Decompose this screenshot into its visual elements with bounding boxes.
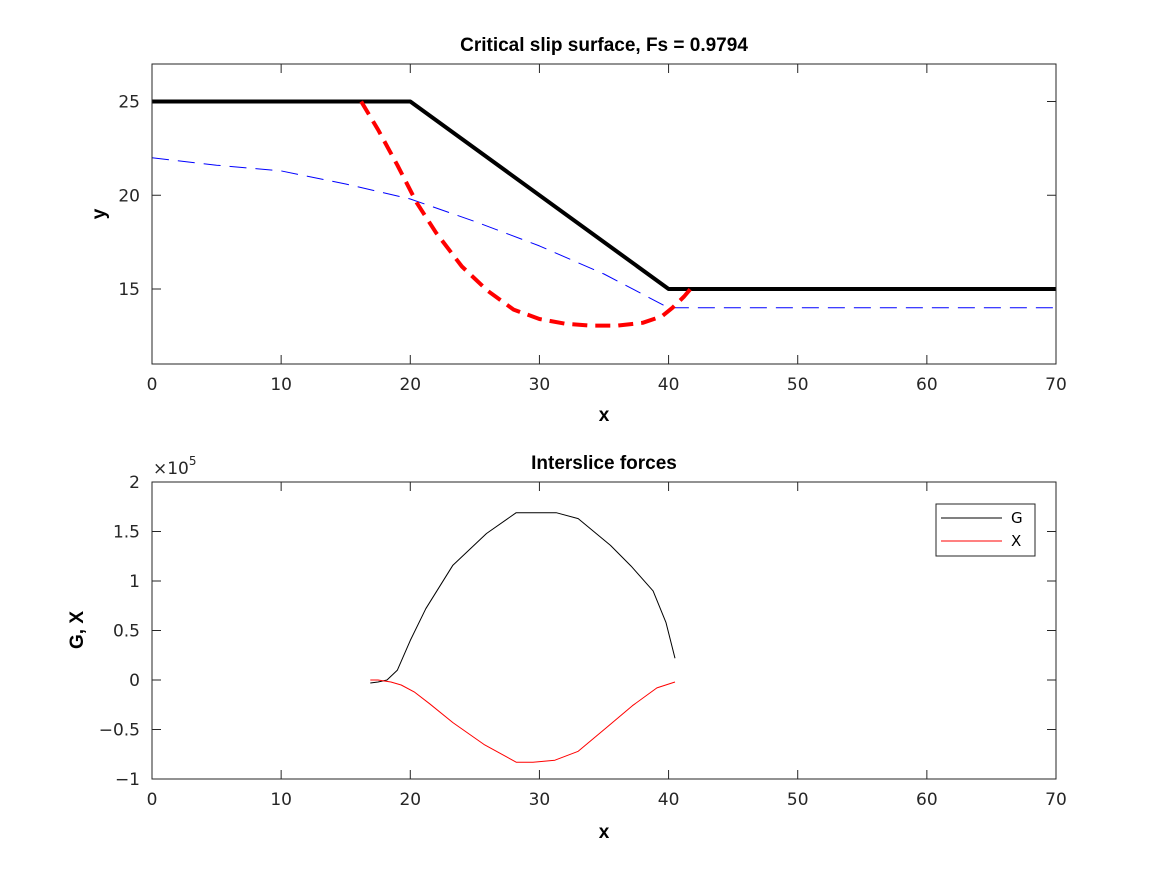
bottom-series xyxy=(370,512,676,763)
top-title: Critical slip surface, Fs = 0.9794 xyxy=(460,35,748,56)
series-g xyxy=(370,512,676,684)
axes-top-background xyxy=(152,64,1056,364)
bottom-xtick-label: 30 xyxy=(529,790,551,810)
bottom-xtick-label: 50 xyxy=(787,790,809,810)
bottom-ytick-label: 2 xyxy=(129,473,140,493)
top-xlabel: x xyxy=(599,405,610,426)
legend-label-g: G xyxy=(1011,509,1023,527)
top-ytick-label: 25 xyxy=(118,93,140,113)
bottom-title: Interslice forces xyxy=(531,453,677,474)
bottom-xtick-label: 40 xyxy=(658,790,680,810)
top-ytick-label: 15 xyxy=(118,280,140,300)
bottom-xlabel: x xyxy=(599,822,610,843)
bottom-xtick-label: 70 xyxy=(1045,790,1067,810)
top-xtick-label: 50 xyxy=(787,375,809,395)
top-xtick-label: 0 xyxy=(147,375,158,395)
top-xtick-label: 20 xyxy=(399,375,421,395)
bottom-ytick-label: −0.5 xyxy=(99,721,140,741)
top-xtick-label: 10 xyxy=(270,375,292,395)
legend-label-x: X xyxy=(1011,532,1021,550)
axes-top: Critical slip surface, Fs = 0.9794 x y 0… xyxy=(89,35,1067,426)
top-ylabel: y xyxy=(89,208,110,219)
bottom-ytick-label: 0 xyxy=(129,671,140,691)
legend-box xyxy=(935,503,1036,557)
bottom-ylabel: G, X xyxy=(67,611,88,649)
top-ytick-label: 20 xyxy=(118,186,140,206)
bottom-ytick-label: −1 xyxy=(115,770,140,790)
top-xtick-label: 40 xyxy=(658,375,680,395)
top-ticks: 0 10 20 30 40 50 60 70 15 20 25 xyxy=(118,64,1067,395)
bottom-ytick-label: 1 xyxy=(129,572,140,592)
series-x xyxy=(370,679,676,763)
axes-bottom-frame xyxy=(151,481,1057,780)
top-xtick-label: 30 xyxy=(529,375,551,395)
bottom-exponent-base: ×10 xyxy=(153,459,189,479)
bottom-xtick-label: 0 xyxy=(147,790,158,810)
top-xtick-label: 60 xyxy=(916,375,938,395)
bottom-exponent-power: 5 xyxy=(189,454,197,468)
series-critical-slip-surface xyxy=(359,100,693,328)
top-xtick-label: 70 xyxy=(1045,375,1067,395)
series-ground-surface xyxy=(152,99,1056,291)
bottom-xtick-label: 10 xyxy=(270,790,292,810)
axes-top-frame xyxy=(151,63,1057,365)
axes-bottom: Interslice forces x G, X ×105 0 10 20 30 40 5… xyxy=(67,453,1067,843)
bottom-ticks: 0 10 20 30 40 50 60 70 −1 −0.5 0 0.5 1 1.5 2 xyxy=(99,473,1067,810)
legend: G X xyxy=(935,503,1036,557)
axes-bottom-background xyxy=(152,482,1056,779)
bottom-ytick-label: 1.5 xyxy=(113,523,140,543)
bottom-ytick-label: 0.5 xyxy=(113,622,140,642)
top-series xyxy=(151,99,1056,328)
bottom-exponent-label: ×105 xyxy=(153,454,197,479)
bottom-xtick-label: 20 xyxy=(399,790,421,810)
series-water-table xyxy=(151,157,1056,309)
bottom-xtick-label: 60 xyxy=(916,790,938,810)
